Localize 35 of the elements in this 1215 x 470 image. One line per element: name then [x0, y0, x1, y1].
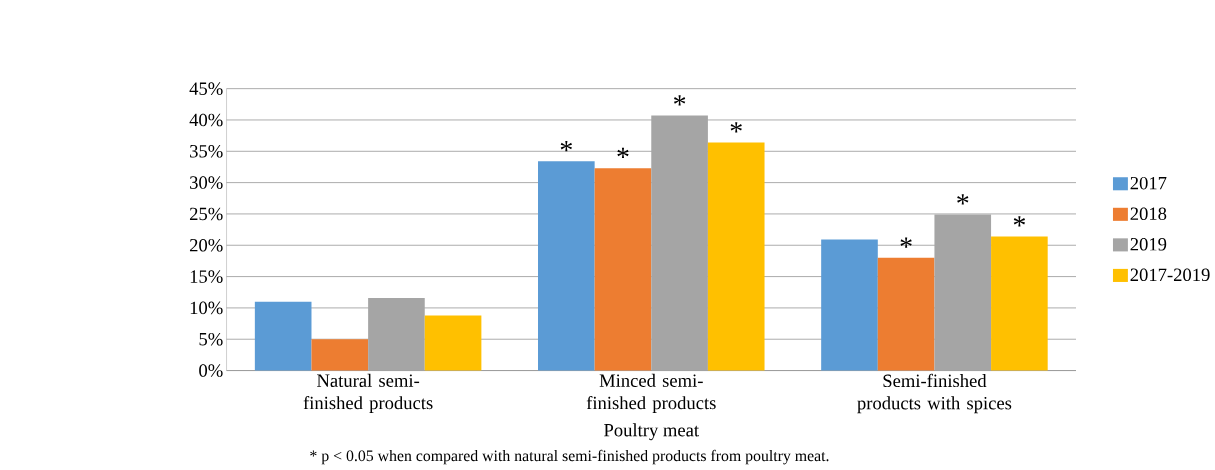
- y-tick-label: 45%: [189, 82, 223, 96]
- y-tick-label: 30%: [190, 176, 223, 190]
- bar: [707, 142, 765, 371]
- y-tick-label: 5%: [199, 333, 223, 346]
- legend-label: 2018: [1130, 207, 1167, 221]
- bar: [538, 161, 595, 371]
- legend-label: 2019: [1130, 238, 1167, 251]
- y-tick-label: 35%: [190, 145, 223, 158]
- y-tick-label: 15%: [190, 270, 223, 284]
- data-label: *: [1013, 216, 1026, 227]
- data-label: *: [730, 122, 742, 133]
- x-tick-label: Minced semi-finished products: [586, 374, 716, 414]
- legend-label: 2017: [1130, 177, 1167, 190]
- x-axis-title: Poultry meat: [604, 423, 699, 441]
- y-tick-label: 20%: [189, 239, 223, 252]
- data-label: *: [957, 194, 969, 205]
- bar: [311, 339, 369, 371]
- y-tick-label: 25%: [189, 207, 223, 221]
- x-tick-label: Semi-finished products with spices: [857, 374, 1012, 414]
- y-tick-label: 0%: [199, 364, 223, 378]
- bar: [424, 315, 482, 371]
- y-tick-label: 10%: [190, 301, 223, 315]
- x-tick-label: Natural semi-finished products: [303, 374, 433, 414]
- bar: [594, 168, 652, 371]
- bar: [254, 301, 312, 371]
- y-tick-label: 40%: [189, 113, 223, 127]
- bar: [991, 236, 1048, 371]
- data-label: *: [900, 237, 912, 248]
- data-label: *: [617, 148, 629, 159]
- text: * p < 0.05 when compared with natural semi-finished products from poultry meat.: [310, 450, 829, 465]
- data-label: *: [560, 141, 572, 152]
- legend-label: 2017-2019: [1130, 268, 1210, 282]
- bar: [821, 239, 878, 371]
- bar: [877, 258, 935, 371]
- data-label: *: [673, 95, 686, 106]
